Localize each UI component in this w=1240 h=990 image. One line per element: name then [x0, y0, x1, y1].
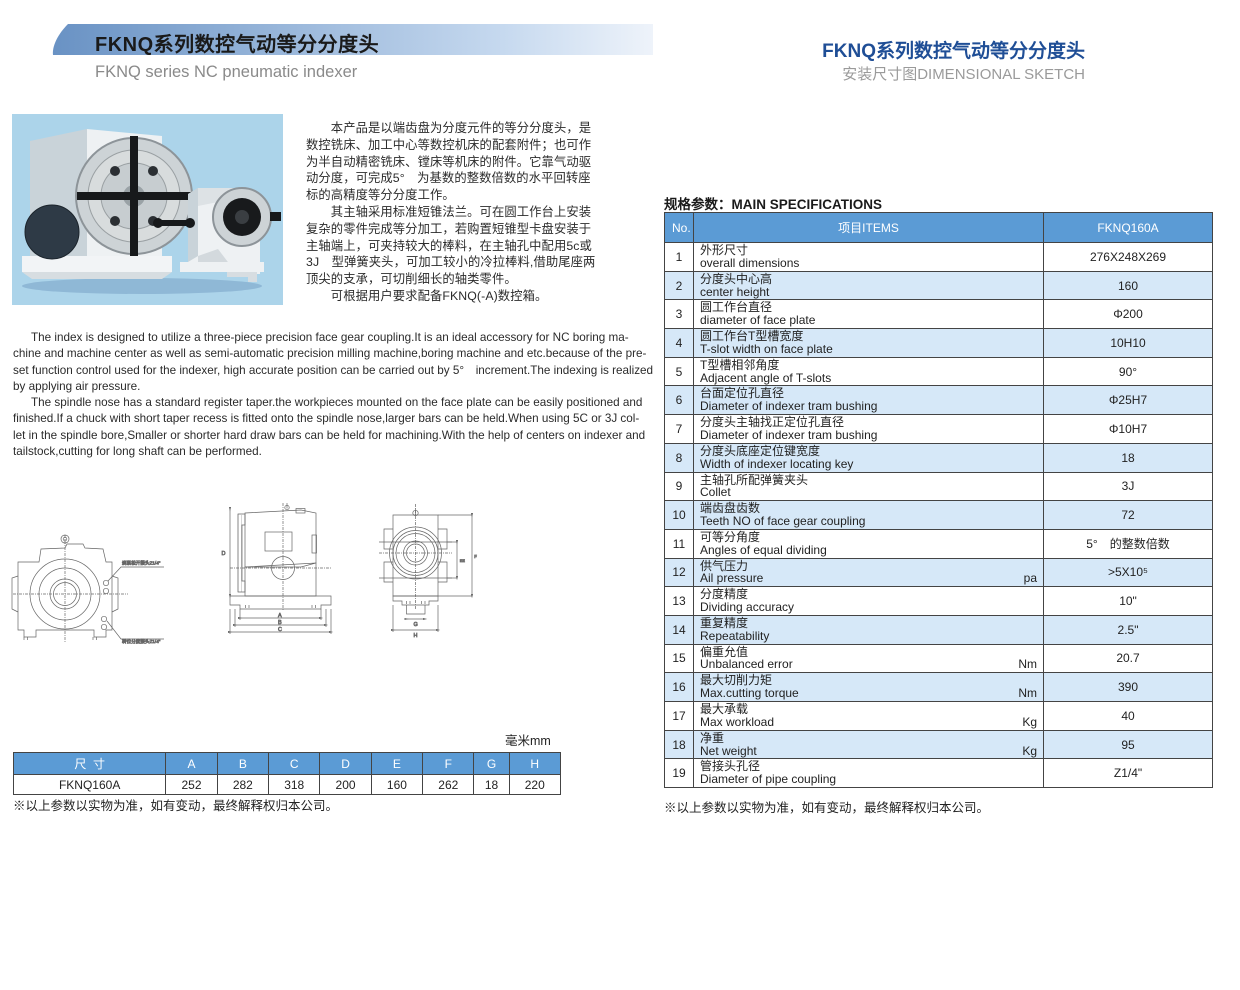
- svg-text:刹紧松开接头Z1/4": 刹紧松开接头Z1/4": [122, 560, 161, 567]
- svg-text:转位分度接头Z1/4": 转位分度接头Z1/4": [122, 638, 161, 645]
- svg-text:H: H: [414, 633, 418, 639]
- svg-text:EE: EE: [460, 559, 466, 563]
- svg-text:A: A: [278, 613, 282, 619]
- svg-text:F: F: [474, 554, 477, 559]
- svg-text:G: G: [414, 622, 418, 628]
- svg-text:B: B: [278, 620, 282, 626]
- svg-text:C: C: [278, 627, 282, 633]
- svg-text:D: D: [222, 551, 226, 557]
